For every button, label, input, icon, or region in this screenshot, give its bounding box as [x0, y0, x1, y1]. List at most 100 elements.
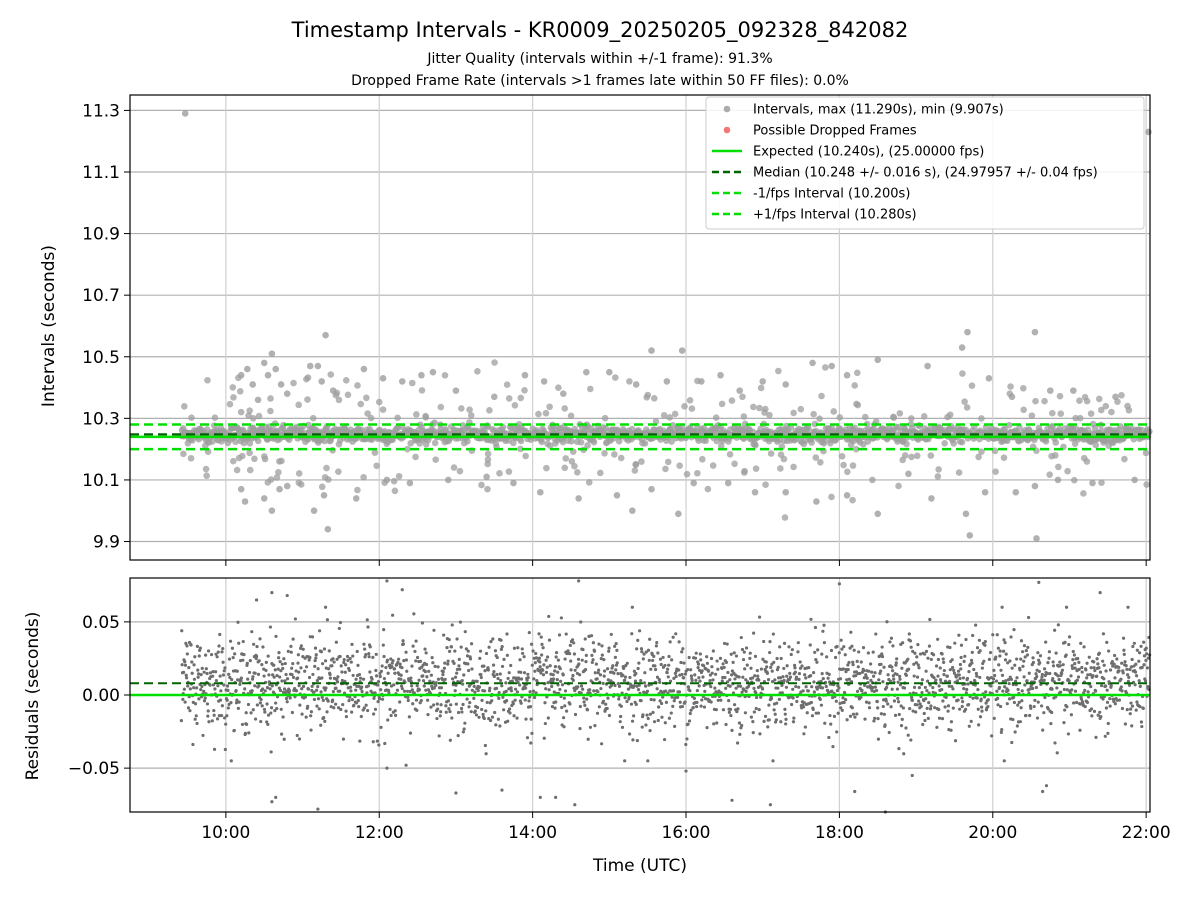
chart-title: Timestamp Intervals - KR0009_20250205_09…	[291, 18, 909, 43]
residual-point	[637, 661, 641, 665]
residual-point	[826, 691, 831, 695]
residual-point	[890, 687, 894, 691]
residual-point	[802, 701, 806, 705]
interval-point	[590, 438, 598, 446]
interval-point	[412, 453, 419, 461]
interval-point	[664, 458, 672, 466]
residual-point	[987, 657, 992, 661]
residual-point	[994, 655, 998, 659]
residual-point	[556, 670, 560, 674]
residual-point	[684, 769, 688, 773]
residual-point	[259, 719, 263, 724]
interval-point	[676, 462, 683, 470]
interval-point	[838, 452, 846, 460]
residual-point	[542, 663, 546, 667]
residual-point	[744, 678, 748, 682]
residual-point	[797, 677, 801, 681]
residual-point	[752, 631, 756, 635]
interval-point	[741, 467, 748, 475]
residual-point	[554, 655, 558, 659]
residual-point	[643, 671, 647, 675]
residual-point	[995, 633, 999, 637]
interval-point	[360, 473, 367, 481]
residual-point	[424, 651, 428, 655]
residual-point	[572, 652, 577, 656]
residual-point	[483, 689, 487, 693]
residual-point	[888, 640, 892, 644]
residual-point	[628, 675, 632, 680]
residual-point	[337, 626, 341, 631]
residual-point	[910, 773, 914, 778]
residual-point	[950, 665, 955, 670]
residual-point	[952, 671, 957, 675]
interval-point	[364, 410, 371, 417]
residual-point	[202, 699, 207, 703]
residual-point	[373, 691, 377, 695]
interval-point	[908, 453, 915, 461]
residual-point	[685, 737, 689, 741]
residual-point	[354, 688, 358, 692]
residual-point	[436, 707, 440, 711]
residual-point	[460, 678, 464, 683]
residual-point	[524, 686, 528, 690]
residual-point	[230, 678, 234, 682]
residual-point	[835, 688, 840, 693]
residual-point	[277, 651, 281, 655]
interval-point	[810, 410, 817, 418]
residual-point	[1092, 709, 1097, 713]
residual-point	[513, 698, 517, 702]
residual-point	[812, 690, 816, 694]
interval-point	[617, 454, 625, 462]
residual-point	[476, 688, 480, 693]
residual-point	[534, 691, 538, 695]
interval-point	[851, 382, 859, 389]
residual-point	[664, 700, 669, 704]
interval-point	[927, 452, 935, 459]
residual-point	[1036, 651, 1040, 655]
residual-point	[415, 708, 419, 712]
residual-point	[266, 713, 271, 717]
residual-point	[766, 725, 770, 729]
residual-point	[202, 670, 206, 674]
residual-point	[790, 648, 794, 652]
residual-point	[807, 665, 811, 670]
residual-point	[566, 649, 570, 653]
residual-point	[763, 714, 768, 718]
residual-point	[847, 660, 851, 665]
residual-point	[846, 667, 850, 672]
residual-point	[569, 659, 573, 663]
residual-point	[606, 678, 610, 682]
residual-point	[1049, 721, 1053, 726]
residual-point	[1137, 679, 1141, 683]
residual-point	[616, 672, 620, 676]
residual-point	[477, 685, 482, 689]
interval-point	[780, 455, 788, 463]
residual-point	[879, 662, 883, 666]
residual-point	[761, 657, 765, 661]
residual-point	[1105, 688, 1109, 692]
residual-point	[466, 662, 470, 666]
interval-point	[371, 449, 379, 456]
interval-point	[666, 414, 674, 421]
interval-point	[290, 379, 297, 387]
residual-point	[481, 712, 485, 717]
interval-point	[1048, 452, 1055, 460]
interval-point	[1080, 490, 1087, 497]
residual-point	[563, 689, 568, 693]
residual-point	[604, 702, 608, 706]
residual-point	[848, 714, 853, 718]
residual-point	[242, 653, 246, 657]
interval-point	[278, 457, 285, 465]
residual-point	[655, 675, 660, 679]
residual-point	[595, 677, 599, 681]
residual-point	[691, 705, 695, 710]
residual-point	[671, 689, 676, 693]
residual-point	[577, 662, 581, 666]
interval-point	[629, 507, 636, 515]
interval-point	[968, 382, 976, 389]
residual-point	[204, 667, 208, 671]
residual-point	[722, 641, 727, 646]
residual-point	[311, 672, 315, 677]
interval-point	[985, 375, 993, 382]
residual-point	[316, 697, 321, 701]
